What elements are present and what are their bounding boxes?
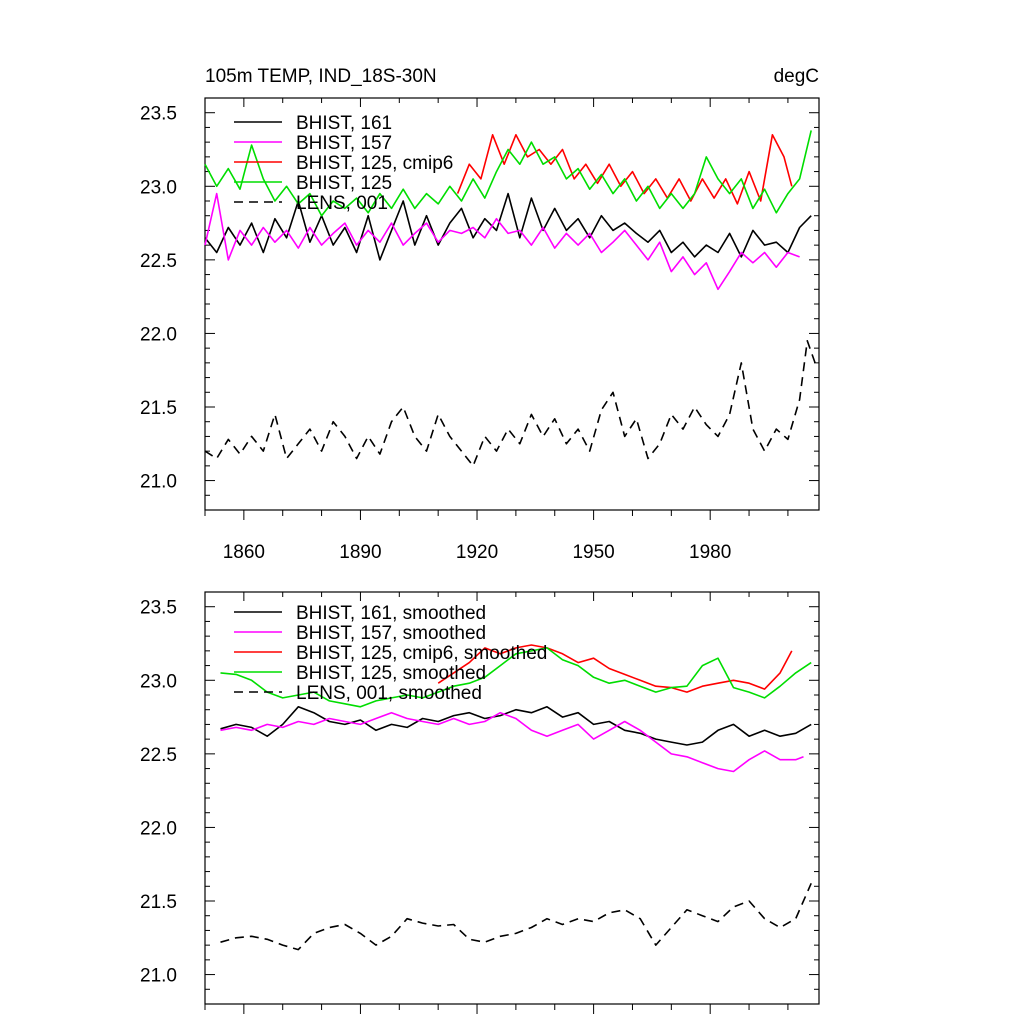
legend-label: BHIST, 125, cmip6, smoothed [296,643,547,664]
chart-title: 105m TEMP, IND_18S-30N [205,66,437,87]
series-line [456,134,793,205]
legend-label: BHIST, 125 [296,173,392,194]
axes-ticks: 21.0 21.5 22.0 22.5 23.0 23.5 [140,591,819,1014]
series-line [204,192,812,261]
series-group [220,644,812,951]
x-tick-label: 1980 [689,542,731,563]
legend-label: BHIST, 125, cmip6 [296,153,453,174]
legend-label: BHIST, 161 [296,113,392,134]
y-tick-label: 23.0 [140,177,177,198]
legend-label: LENS, 001 [296,193,388,214]
y-tick-label: 21.5 [140,398,177,419]
y-tick-label: 22.0 [140,324,177,345]
x-tick-label: 1920 [456,542,498,563]
x-tick-label: 1890 [339,542,381,563]
bottom-panel: 21.0 21.5 22.0 22.5 23.0 23.5 BHIST, 161, smo… [140,591,820,1014]
y-tick-label: 21.0 [140,472,177,493]
units-label: degC [774,66,819,87]
series-line [437,644,793,693]
legend-label: LENS, 001, smoothed [296,683,482,704]
legend-label: BHIST, 161, smoothed [296,603,486,624]
series-line [204,340,816,467]
series-line [220,706,812,746]
y-tick-label: 23.0 [140,671,177,692]
series-group [204,130,816,467]
y-tick-label: 23.5 [140,104,177,125]
y-tick-label: 22.5 [140,745,177,766]
series-line [220,882,812,951]
y-tick-label: 22.5 [140,251,177,272]
legend-label: BHIST, 157 [296,133,392,154]
legend-label: BHIST, 125, smoothed [296,663,486,684]
y-tick-label: 21.5 [140,892,177,913]
x-tick-label: 1860 [223,542,265,563]
y-tick-label: 21.0 [140,966,177,987]
series-line [220,647,812,708]
axes-ticks: 21.0 21.5 22.0 22.5 23.0 23.5 1860 1890 1920 1950… [140,97,819,563]
series-line [220,711,804,773]
legend-label: BHIST, 157, smoothed [296,623,486,644]
series-line [204,130,812,217]
y-tick-label: 23.5 [140,598,177,619]
series-line [204,192,800,291]
x-tick-label: 1950 [572,542,614,563]
y-tick-label: 22.0 [140,818,177,839]
top-panel: 105m TEMP, IND_18S-30N degC 21.0 21.5 22.0… [140,66,820,563]
